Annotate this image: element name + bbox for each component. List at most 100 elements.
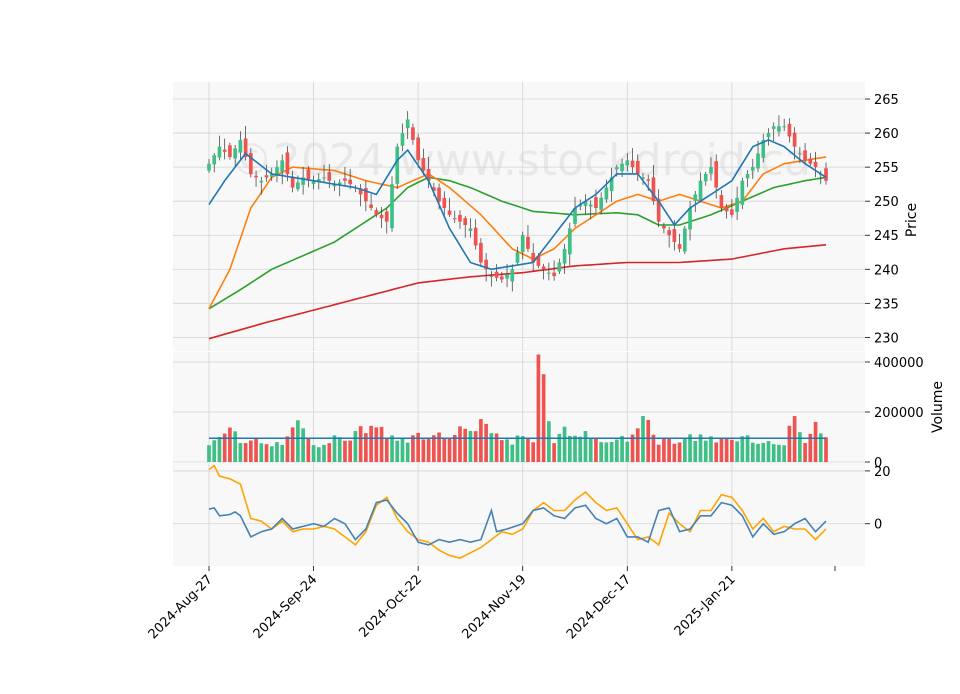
candle-body	[343, 178, 347, 181]
y-tick-label: 230	[874, 331, 899, 346]
candle-body	[520, 235, 525, 253]
candle-body	[798, 153, 802, 155]
watermark: ©2024 www.stockdroid.ca	[229, 135, 811, 186]
volume-bar	[390, 435, 394, 462]
volume-bar	[531, 442, 536, 462]
volume-bar	[421, 439, 426, 462]
volume-bar	[426, 439, 431, 462]
candle-body	[688, 207, 692, 230]
volume-bar	[798, 432, 802, 462]
candle-body	[290, 176, 295, 188]
volume-bar	[505, 439, 509, 462]
ma-long-line	[208, 176, 827, 310]
volume-bar	[573, 435, 577, 462]
volume-bar	[552, 443, 556, 462]
candle-body	[588, 204, 593, 207]
candle-body	[207, 163, 211, 171]
volume-bar	[296, 420, 300, 462]
y-tick-label: 265	[874, 93, 899, 108]
candle-body	[531, 253, 536, 263]
y-tick-label: 260	[874, 127, 899, 142]
candle-body	[337, 182, 342, 186]
y-tick-label: 0	[874, 518, 882, 533]
candle-body	[766, 133, 771, 138]
panel-price	[173, 82, 865, 351]
candle-body	[672, 229, 677, 243]
volume-bar	[787, 425, 792, 462]
volume-bar	[609, 441, 614, 462]
candle-body	[259, 180, 264, 183]
volume-bars	[207, 354, 828, 462]
x-tick-label: 2024-Nov-19	[460, 572, 530, 642]
volume-bar	[588, 438, 593, 462]
volume-bar	[703, 440, 708, 462]
candle-body	[573, 207, 577, 224]
volume-bar	[688, 434, 692, 462]
candle-body	[269, 173, 274, 177]
candle-body	[222, 149, 227, 152]
candle-body	[316, 179, 321, 183]
candle-body	[583, 201, 588, 206]
candle-body	[447, 210, 452, 215]
candle-body	[515, 252, 520, 263]
volume-bar	[526, 438, 530, 462]
candle-body	[463, 218, 468, 226]
candle-body	[615, 167, 619, 170]
candle-body	[567, 228, 572, 255]
candle-body	[808, 158, 813, 164]
candle-body	[468, 228, 473, 232]
volume-bar	[635, 428, 640, 462]
ma-short-line	[208, 139, 827, 271]
volume-bar	[479, 419, 483, 462]
volume-bar	[677, 442, 682, 462]
candle-body	[703, 173, 708, 182]
volume-bar	[212, 440, 217, 462]
volume-bar	[771, 444, 776, 462]
volume-bar	[458, 426, 462, 462]
candle-body	[458, 214, 462, 222]
volume-bar	[567, 435, 572, 462]
volume-bar	[709, 436, 713, 462]
volume-bar	[756, 443, 760, 462]
volume-bar	[750, 442, 755, 462]
candle-body	[730, 209, 734, 215]
volume-bar	[808, 433, 813, 462]
candle-body	[641, 177, 645, 179]
ma-long-path	[208, 176, 827, 310]
candle-body	[327, 172, 332, 181]
x-tick-label: 2024-Sep-24	[251, 572, 321, 642]
volume-bar	[228, 427, 232, 462]
candle-body	[824, 168, 828, 181]
candle-body	[437, 187, 441, 202]
volume-bar	[682, 437, 687, 462]
candle-body	[541, 266, 546, 270]
candle-body	[552, 272, 556, 277]
volume-bar	[337, 437, 342, 462]
volume-bar	[599, 442, 603, 462]
x-tick-label: 2024-Dec-17	[564, 572, 634, 642]
y-tick-label: 235	[874, 297, 899, 312]
candle-body	[400, 133, 405, 146]
signal-path	[208, 464, 827, 559]
volume-bar	[400, 438, 405, 462]
candle-body	[322, 177, 326, 179]
candle-body	[735, 197, 739, 212]
candle-body	[484, 259, 488, 270]
candle-body	[306, 169, 311, 180]
candle-body	[384, 211, 389, 222]
candle-body	[374, 210, 379, 215]
volume-bar	[358, 426, 363, 462]
volume-bar	[249, 440, 253, 462]
volume-bar	[740, 436, 745, 462]
volume-bar	[662, 438, 666, 462]
candle-body	[782, 126, 786, 128]
candle-body	[656, 198, 661, 222]
volume-bar	[667, 438, 671, 462]
volume-bar	[332, 435, 337, 462]
candle-body	[499, 276, 504, 280]
candle-body	[264, 175, 269, 178]
volume-bar	[369, 425, 373, 462]
volume-bar	[547, 421, 551, 462]
candle-body	[761, 139, 766, 158]
